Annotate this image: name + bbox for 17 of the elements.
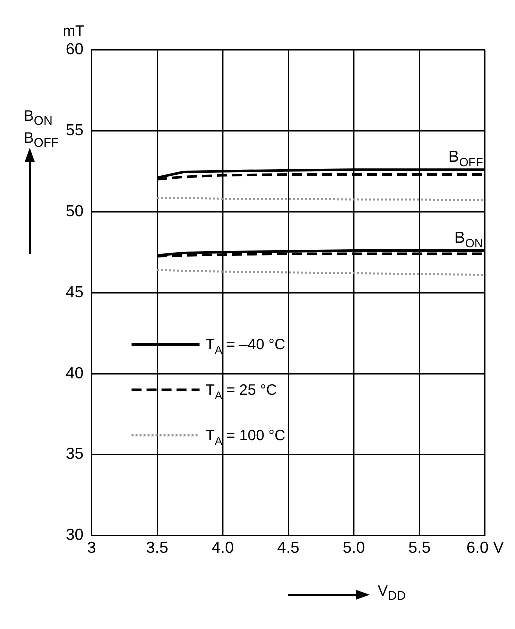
y-tick-label: 50 <box>66 203 84 220</box>
y-tick-label: 30 <box>66 527 84 544</box>
y-tick-label: 45 <box>66 284 84 302</box>
y-tick-label: 55 <box>66 122 84 140</box>
y-tick-label: 40 <box>66 365 84 382</box>
y-tick-label: 35 <box>66 446 84 464</box>
x-tick-label: 3 <box>87 540 96 557</box>
text: mT <box>62 23 85 40</box>
y-axis-title: B$_{ON}$ B$_{OFF}$ <box>24 108 60 152</box>
x-tick-label: 4.5 <box>277 540 300 557</box>
x-tick-label: 5.5 <box>408 540 431 557</box>
x-axis-title: V$_{DD}$ <box>378 583 406 603</box>
x-tick-label: 4.0 <box>212 540 234 557</box>
x-tick-label: 6.0 V <box>466 540 504 557</box>
y-tick-label: 60 <box>66 41 84 58</box>
x-tick-label: 3.5 <box>146 540 169 557</box>
x-tick-label: 5.0 <box>343 540 366 557</box>
